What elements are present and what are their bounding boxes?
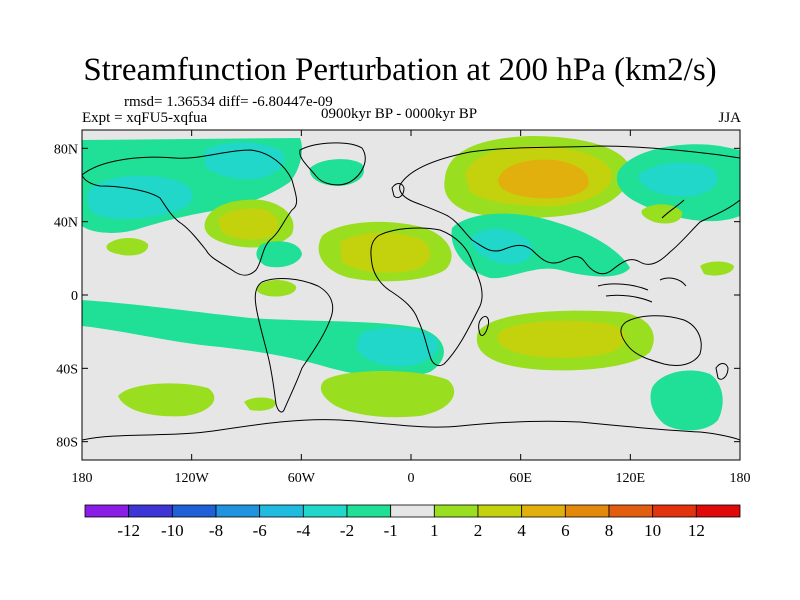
colorbar-swatch	[433, 504, 479, 518]
lon-tick-label: 0	[408, 471, 415, 486]
colorbar-label: -2	[340, 521, 354, 540]
lon-tick-label: 180	[72, 471, 93, 486]
contour-southern-high-1	[320, 371, 455, 418]
contour-fills	[82, 136, 740, 431]
coast-japan	[661, 199, 685, 219]
lat-tick-label: 40N	[54, 216, 78, 231]
colorbar-label: 4	[517, 521, 526, 540]
coast-antarctica	[82, 419, 740, 441]
coast-north-america	[82, 149, 298, 276]
coast-greenland	[299, 142, 366, 186]
colorbar-swatch	[390, 504, 435, 518]
coast-eurasia	[399, 145, 740, 275]
contour-indian-inner	[497, 320, 626, 358]
colorbar-swatch	[346, 504, 392, 518]
colorbar-label: -6	[253, 521, 267, 540]
contour-middle-east-inner	[471, 228, 533, 265]
colorbar-label: 2	[474, 521, 483, 540]
page-title: Streamfunction Perturbation at 200 hPa (…	[83, 52, 717, 88]
colorbar-swatch	[695, 504, 741, 518]
lat-tick-label: 80N	[54, 142, 78, 157]
colorbar-label: -10	[161, 521, 184, 540]
coast-indonesia	[597, 277, 687, 303]
lon-tick-label: 120W	[175, 471, 210, 486]
colorbar-swatch	[652, 504, 697, 518]
season-label: JJA	[718, 110, 741, 126]
colorbar-label: -4	[296, 521, 311, 540]
contour-au-low	[650, 370, 723, 431]
colorbar-label: -8	[209, 521, 223, 540]
contour-wpac-small	[700, 261, 734, 276]
lon-tick-label: 60W	[288, 471, 316, 486]
stats-text: rmsd= 1.36534 diff= -6.80447e-09	[124, 94, 333, 110]
colorbar-swatch	[477, 504, 523, 518]
coast-australia	[620, 315, 702, 367]
lat-tick-label: 80S	[56, 436, 78, 451]
lon-axis: 180 120W 60W 0 60E 120E 180	[72, 130, 751, 486]
lat-tick-label: 0	[71, 289, 78, 304]
colorbar-swatch	[171, 504, 217, 518]
lon-tick-label: 180	[730, 471, 751, 486]
coastlines	[82, 142, 740, 441]
colorbar-swatch	[564, 504, 610, 518]
colorbar-label: 6	[561, 521, 570, 540]
contour-canada-inner	[205, 142, 285, 180]
coast-africa	[370, 227, 483, 367]
contour-pac-high-2	[256, 280, 297, 297]
contour-na-high-inner	[218, 208, 279, 240]
colorbar-swatch	[521, 504, 566, 518]
contour-southern-high-2	[118, 383, 215, 417]
colorbar-swatch	[608, 504, 654, 518]
colorbar-label: 10	[644, 521, 661, 540]
lat-tick-label: 40S	[56, 362, 78, 377]
colorbar-swatch	[84, 504, 130, 518]
contour-south-atl-inner	[356, 327, 439, 367]
lon-tick-label: 60E	[509, 471, 532, 486]
colorbar-label: -12	[117, 521, 140, 540]
experiment-label: Expt = xqFU5-xqfua	[82, 110, 208, 126]
colorbar-swatch	[215, 504, 261, 518]
contour-greenland	[309, 159, 364, 186]
lon-tick-label: 120E	[616, 471, 646, 486]
coast-uk	[391, 183, 405, 199]
contour-atlantic-high-inner	[340, 232, 431, 273]
colorbar-label: 12	[688, 521, 705, 540]
coast-madagascar	[478, 315, 489, 337]
contour-east-asia-inner	[638, 162, 718, 197]
colorbar-swatch	[302, 504, 348, 518]
colorbar-swatch	[259, 504, 304, 518]
colorbar: -12 -10 -8 -6 -4 -2 -1 1 2 4 6 8 10 12	[84, 504, 741, 540]
contour-southern-high-3	[244, 397, 276, 411]
contour-pac-high-1	[106, 238, 149, 256]
colorbar-label: -1	[384, 521, 398, 540]
contour-eurasia-inner	[498, 159, 589, 199]
colorbar-label: 1	[430, 521, 439, 540]
lat-axis: 80N 40N 0 40S 80S	[54, 142, 740, 451]
colorbar-label: 8	[605, 521, 614, 540]
period-label: 0900kyr BP - 0000kyr BP	[321, 106, 478, 122]
coast-new-zealand	[715, 363, 729, 380]
contour-atlantic-low	[256, 241, 302, 268]
coast-south-america	[254, 278, 334, 413]
colorbar-swatch	[128, 504, 173, 518]
